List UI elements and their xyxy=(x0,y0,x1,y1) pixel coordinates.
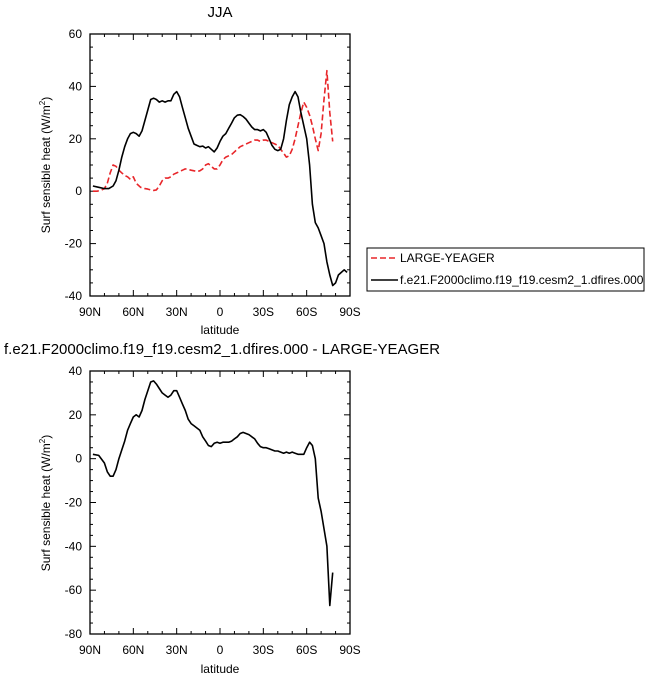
chart-1-ylabel-sup: 2 xyxy=(38,100,47,105)
y-tick-label: -20 xyxy=(65,237,83,251)
y-tick-label: 20 xyxy=(69,132,83,146)
y-tick-label: -40 xyxy=(65,539,83,553)
x-tick-label: 30N xyxy=(166,643,188,657)
y-tick-label: -80 xyxy=(65,627,83,641)
x-tick-label: 90N xyxy=(79,643,101,657)
chart-1-series xyxy=(92,69,348,287)
legend-label-large-yeager: LARGE-YEAGER xyxy=(400,251,495,265)
chart-1-xlabel: latitude xyxy=(201,323,240,337)
chart-1-ylabel: Surf sensible heat (W/m2) xyxy=(38,97,53,234)
chart-2-ylabel-main: Surf sensible heat (W/m xyxy=(39,443,53,571)
chart-2-ylabel: Surf sensible heat (W/m2) xyxy=(38,435,53,572)
y-tick-label: 0 xyxy=(75,452,82,466)
chart-2-xlabel: latitude xyxy=(201,662,240,676)
x-tick-label: 30S xyxy=(253,643,274,657)
series-line-f-e21-f2000climo-f19-f19-cesm2-1-dfires-000 xyxy=(92,90,348,287)
chart-1: JJA -40 -20 0 20 40 60 90N 60N 30N 0 30S 60S 90S la… xyxy=(38,4,645,337)
series-line-difference xyxy=(92,380,334,607)
x-tick-label: 90S xyxy=(339,305,360,319)
chart-2: f.e21.F2000climo.f19_f19.cesm2_1.dfires.… xyxy=(4,341,440,676)
x-tick-label: 60N xyxy=(122,305,144,319)
legend-label-cesm2: f.e21.F2000climo.f19_f19.cesm2_1.dfires.… xyxy=(400,273,644,287)
chart-1-ylabel-close: ) xyxy=(39,97,53,101)
chart-2-ylabel-close: ) xyxy=(39,435,53,439)
chart-1-title: JJA xyxy=(207,4,232,21)
x-tick-label: 0 xyxy=(217,305,224,319)
chart-2-series xyxy=(92,380,334,607)
chart-1-x-axis: 90N 60N 30N 0 30S 60S 90S xyxy=(79,34,361,319)
chart-1-y-axis: -40 -20 0 20 40 60 xyxy=(65,27,350,303)
x-tick-label: 90S xyxy=(339,643,360,657)
y-tick-label: -60 xyxy=(65,583,83,597)
x-tick-label: 60S xyxy=(296,305,317,319)
y-tick-label: 20 xyxy=(69,408,83,422)
y-tick-label: 40 xyxy=(69,79,83,93)
chart-2-ylabel-sup: 2 xyxy=(38,438,47,443)
y-tick-label: 0 xyxy=(75,184,82,198)
y-tick-label: 40 xyxy=(69,364,83,378)
x-tick-label: 30S xyxy=(253,305,274,319)
chart-1-ylabel-main: Surf sensible heat (W/m xyxy=(39,105,53,233)
series-line-large-yeager xyxy=(92,69,334,192)
chart-2-x-axis: 90N 60N 30N 0 30S 60S 90S xyxy=(79,371,361,657)
x-tick-label: 0 xyxy=(217,643,224,657)
y-tick-label: 60 xyxy=(69,27,83,41)
x-tick-label: 60N xyxy=(122,643,144,657)
x-tick-label: 90N xyxy=(79,305,101,319)
x-tick-label: 30N xyxy=(166,305,188,319)
chart-2-frame xyxy=(89,370,351,635)
y-tick-label: -20 xyxy=(65,496,83,510)
x-tick-label: 60S xyxy=(296,643,317,657)
y-tick-label: -40 xyxy=(65,289,83,303)
chart-2-title: f.e21.F2000climo.f19_f19.cesm2_1.dfires.… xyxy=(4,341,440,358)
chart-1-legend: LARGE-YEAGER f.e21.F2000climo.f19_f19.ce… xyxy=(366,247,645,292)
legend-box xyxy=(366,247,645,292)
chart-2-y-axis: -80 -60 -40 -20 0 20 40 xyxy=(65,364,350,641)
